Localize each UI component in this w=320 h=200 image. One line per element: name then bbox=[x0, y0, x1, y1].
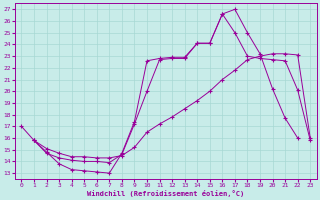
X-axis label: Windchill (Refroidissement éolien,°C): Windchill (Refroidissement éolien,°C) bbox=[87, 190, 244, 197]
